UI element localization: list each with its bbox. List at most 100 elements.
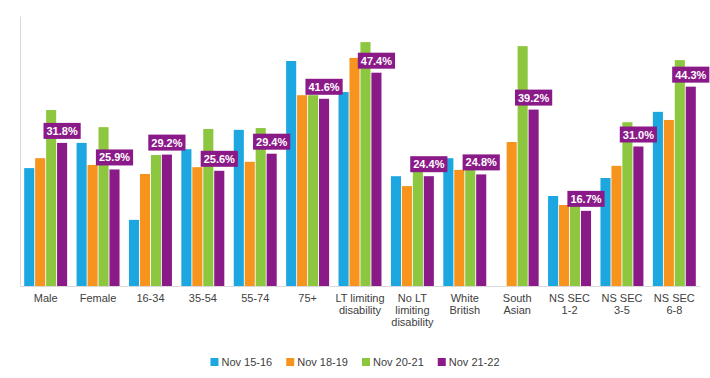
bar	[443, 158, 453, 286]
bar	[245, 162, 255, 286]
data-label-box	[44, 123, 81, 139]
data-label: 41.6%	[305, 79, 342, 95]
legend-swatch	[362, 358, 370, 366]
bar	[611, 166, 621, 286]
x-axis: MaleFemale16-3435-5455-7475+LT limitingd…	[21, 286, 701, 328]
x-tick-label-line: LT limiting	[335, 292, 384, 304]
data-label-box	[515, 90, 552, 106]
x-tick-label-line: NS SEC	[601, 292, 642, 304]
x-tick: No LTlimitingdisability	[391, 286, 434, 328]
bar	[360, 42, 370, 286]
x-tick-label: WhiteBritish	[449, 292, 480, 316]
x-tick-label-line: Asian	[503, 304, 531, 316]
x-tick-label-line: British	[449, 304, 480, 316]
bar	[77, 143, 87, 286]
bar	[518, 46, 528, 286]
bar	[256, 128, 266, 286]
data-label-box	[358, 53, 395, 69]
data-label-text: 16.7%	[570, 193, 601, 205]
bar	[548, 196, 558, 286]
legend-label: Nov 20-21	[373, 356, 424, 368]
bar	[664, 120, 674, 286]
x-tick-label-line: NS SEC	[654, 292, 695, 304]
bar	[129, 220, 139, 286]
data-label: 16.7%	[567, 191, 604, 207]
legend-swatch	[286, 358, 294, 366]
data-label: 29.4%	[253, 134, 290, 150]
data-label-text: 25.6%	[204, 153, 235, 165]
data-labels: 31.8%25.9%29.2%25.6%29.4%41.6%47.4%24.4%…	[44, 53, 710, 207]
series	[35, 58, 674, 286]
x-tick-label: NS SEC6-8	[654, 292, 695, 316]
x-tick: 16-34	[136, 286, 164, 304]
bar	[507, 142, 517, 286]
x-tick: NS SEC1-2	[549, 286, 590, 316]
data-label: 29.2%	[148, 135, 185, 151]
x-tick-label: 75+	[298, 292, 317, 304]
bar	[57, 143, 67, 286]
x-tick: WhiteBritish	[449, 286, 480, 316]
bar	[402, 186, 412, 286]
bar	[286, 61, 296, 286]
data-label: 25.6%	[201, 151, 238, 167]
bar	[465, 165, 475, 286]
x-tick-label: SouthAsian	[503, 292, 532, 316]
bar	[424, 176, 434, 286]
x-tick-label: LT limitingdisability	[335, 292, 384, 316]
bar	[140, 174, 150, 286]
series	[57, 73, 696, 286]
x-tick-label-line: disability	[339, 304, 382, 316]
data-label-box	[672, 67, 709, 83]
x-tick-label: NS SEC3-5	[601, 292, 642, 316]
bar	[476, 174, 486, 286]
data-label-box	[148, 135, 185, 151]
x-axis-line	[21, 286, 701, 287]
bar	[413, 170, 423, 286]
bar	[581, 211, 591, 286]
bar	[371, 73, 381, 286]
x-tick-label: 55-74	[241, 292, 269, 304]
bar	[633, 147, 643, 287]
data-label-box	[620, 127, 657, 143]
x-tick: Male	[34, 286, 58, 304]
bar	[192, 167, 202, 286]
bar	[151, 155, 161, 286]
bar	[214, 171, 224, 286]
data-label-box	[201, 151, 238, 167]
x-tick: NS SEC6-8	[654, 286, 695, 316]
x-tick-label-line: 35-54	[189, 292, 217, 304]
x-tick-label-line: White	[451, 292, 479, 304]
x-tick: 55-74	[241, 286, 269, 304]
data-label-text: 39.2%	[518, 92, 549, 104]
legend-item: Nov 21-22	[438, 356, 500, 368]
x-tick-label-line: Female	[80, 292, 117, 304]
data-label: 24.8%	[463, 154, 500, 170]
data-label: 24.4%	[410, 156, 447, 172]
data-label-text: 24.4%	[413, 158, 444, 170]
x-tick-label-line: Male	[34, 292, 58, 304]
bar	[686, 87, 696, 286]
bar	[454, 170, 464, 286]
x-tick-label-line: 75+	[298, 292, 317, 304]
x-tick-label-line: 3-5	[614, 304, 630, 316]
x-tick: 35-54	[189, 286, 217, 304]
data-label-text: 25.9%	[99, 151, 130, 163]
y-axis	[20, 17, 21, 287]
x-tick-label-line: No LT	[398, 292, 427, 304]
chart-container: MaleFemale16-3435-5455-7475+LT limitingd…	[0, 0, 710, 378]
data-label-text: 31.8%	[47, 125, 78, 137]
bar	[308, 95, 318, 286]
data-label-box	[96, 149, 133, 165]
chart-svg: MaleFemale16-3435-5455-7475+LT limitingd…	[0, 0, 710, 378]
bar	[181, 149, 191, 286]
x-tick-label-line: NS SEC	[549, 292, 590, 304]
bar	[570, 205, 580, 286]
legend-swatch	[210, 358, 218, 366]
bar	[529, 110, 539, 286]
bar	[109, 169, 119, 286]
series	[46, 42, 685, 286]
x-tick-label-line: disability	[391, 316, 434, 328]
bar	[391, 176, 401, 286]
x-tick: LT limitingdisability	[335, 286, 384, 316]
legend-item: Nov 15-16	[210, 356, 272, 368]
